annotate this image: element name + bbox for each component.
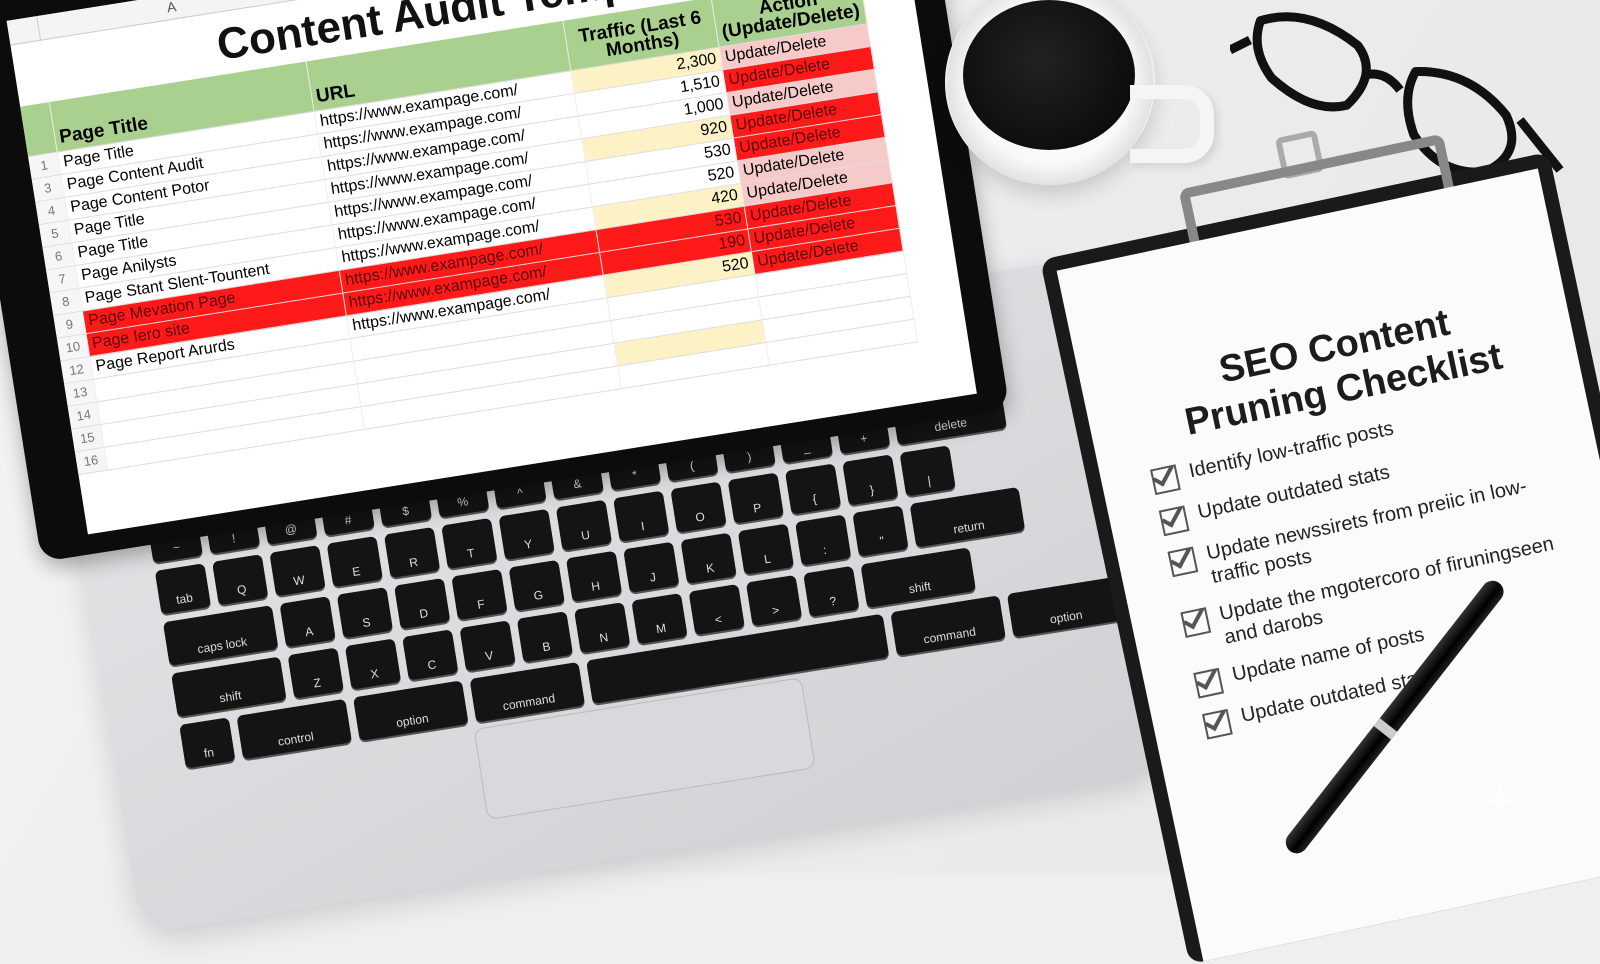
key[interactable]: S [336, 587, 394, 639]
mug-handle [1130, 85, 1214, 163]
eyeglasses-icon [1230, 12, 1564, 177]
coffee-mug [945, 0, 1155, 185]
key[interactable]: W [269, 545, 326, 597]
key[interactable]: F [451, 568, 508, 621]
key[interactable]: : [795, 514, 852, 566]
key[interactable]: J [623, 541, 680, 593]
key[interactable]: " [852, 505, 909, 557]
key[interactable]: U [555, 499, 613, 551]
key[interactable]: P [727, 472, 784, 524]
key[interactable]: V [459, 620, 516, 672]
checkbox-checked-icon[interactable] [1158, 505, 1190, 537]
key[interactable]: ? [803, 565, 860, 618]
key[interactable]: return [909, 486, 1026, 548]
key[interactable]: command [890, 595, 1006, 656]
key[interactable]: option [1006, 576, 1123, 638]
key[interactable]: > [745, 574, 803, 627]
key[interactable]: N [574, 602, 631, 654]
key[interactable]: < [688, 583, 745, 636]
key[interactable]: tab [154, 563, 212, 615]
key[interactable]: D [394, 577, 451, 630]
key[interactable]: shift [171, 656, 287, 718]
key[interactable]: | [899, 445, 956, 497]
checkbox-checked-icon[interactable] [1167, 546, 1199, 578]
coffee [963, 0, 1135, 150]
key[interactable]: M [631, 593, 688, 645]
key[interactable]: option [353, 680, 469, 742]
key[interactable]: R [383, 526, 441, 579]
key[interactable]: G [508, 559, 565, 612]
key[interactable]: Y [498, 508, 555, 561]
checkbox-checked-icon[interactable] [1150, 464, 1181, 496]
key[interactable]: shift [860, 547, 976, 609]
key[interactable]: Q [212, 554, 269, 606]
key[interactable]: { [784, 463, 842, 515]
checkbox-checked-icon[interactable] [1180, 607, 1212, 638]
key[interactable]: control [236, 698, 353, 760]
key[interactable]: L [737, 523, 795, 575]
key[interactable]: fn [179, 717, 236, 769]
key[interactable]: } [842, 454, 899, 506]
sparkle-icon: ✦ [1484, 782, 1516, 824]
key[interactable]: Z [287, 647, 344, 699]
key[interactable]: X [344, 638, 402, 690]
key[interactable]: C [402, 629, 459, 681]
key[interactable]: B [516, 611, 574, 663]
row-number: 16 [74, 447, 109, 476]
key[interactable]: K [680, 532, 737, 584]
key[interactable]: T [441, 517, 498, 570]
key[interactable]: O [670, 481, 727, 533]
key[interactable]: caps lock [162, 605, 279, 666]
key[interactable]: A [279, 596, 336, 648]
checkbox-checked-icon[interactable] [1201, 708, 1233, 740]
key[interactable]: E [326, 535, 383, 588]
key[interactable]: H [565, 550, 623, 603]
checkbox-checked-icon[interactable] [1193, 667, 1225, 699]
key[interactable]: I [613, 490, 670, 542]
